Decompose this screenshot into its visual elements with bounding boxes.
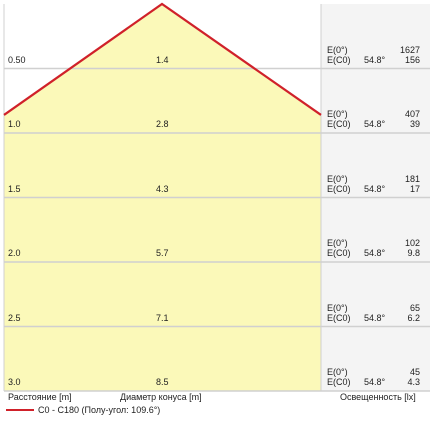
e0-value: 45 [409,367,420,377]
diameter-value: 7.1 [156,312,169,323]
ec0-label: E(C0) [327,54,351,65]
ec0-label: E(C0) [327,248,351,258]
e0-value: 407 [404,109,420,119]
legend-label: C0 - C180 (Полу-угол: 109.6°) [38,405,161,415]
e0-label: E(0°) [327,302,348,313]
diameter-value: 1.4 [156,54,169,65]
diameter-value: 4.3 [156,183,169,194]
ec0-value: 4.3 [407,377,420,387]
angle-value: 54.8° [364,119,386,129]
e0-value: 1627 [399,44,420,55]
illuminance-header: Освещенность [lx] [340,392,416,402]
distance-header: Расстояние [m] [8,392,72,402]
angle-value: 54.8° [364,183,386,194]
ec0-label: E(C0) [327,183,351,194]
distance-value: 0.50 [8,54,26,65]
e0-label: E(0°) [327,367,348,377]
angle-value: 54.8° [364,312,386,323]
ec0-label: E(C0) [327,377,351,387]
diameter-value: 8.5 [156,377,169,387]
row-grid-lines [3,4,430,392]
diameter-header: Диаметр конуса [m] [120,392,202,402]
e0-label: E(0°) [327,173,348,184]
diameter-value: 5.7 [156,248,169,258]
e0-value: 181 [404,173,420,184]
distance-value: 2.5 [8,312,21,323]
e0-label: E(0°) [327,238,348,248]
ec0-label: E(C0) [327,119,351,129]
ec0-value: 39 [409,119,420,129]
cone-outline-line [3,2,322,116]
ec0-label: E(C0) [327,312,351,323]
ec0-value: 9.8 [407,248,420,258]
e0-value: 102 [404,238,420,248]
ec0-value: 156 [404,54,420,65]
distance-value: 3.0 [8,377,21,387]
angle-value: 54.8° [364,377,386,387]
angle-value: 54.8° [364,248,386,258]
e0-label: E(0°) [327,109,348,119]
e0-value: 65 [409,302,420,313]
distance-value: 1.0 [8,119,21,129]
ec0-value: 6.2 [407,312,420,323]
diameter-value: 2.8 [156,119,169,129]
distance-value: 2.0 [8,248,21,258]
angle-value: 54.8° [364,54,386,65]
distance-value: 1.5 [8,183,21,194]
ec0-value: 17 [409,183,420,194]
e0-label: E(0°) [327,44,348,55]
